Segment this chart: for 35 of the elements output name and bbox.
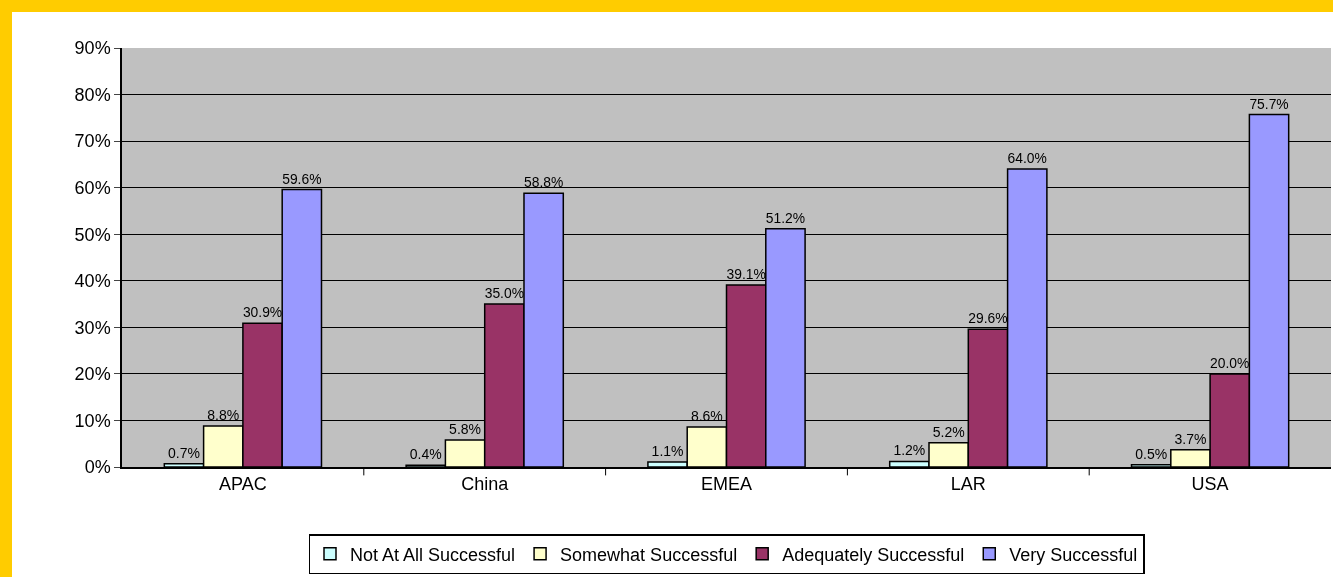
legend-label: Somewhat Successful xyxy=(560,544,738,565)
legend-label: Very Successful xyxy=(1009,544,1138,565)
data-label: 3.7% xyxy=(1174,430,1207,447)
data-label: 1.1% xyxy=(651,442,684,459)
data-label: 75.7% xyxy=(1249,95,1289,112)
data-label: 8.8% xyxy=(207,407,240,424)
y-tick-label: 10% xyxy=(74,410,111,431)
y-tick-label: 60% xyxy=(74,177,111,198)
data-label: 0.4% xyxy=(409,446,442,463)
x-tick-label: APAC xyxy=(219,474,267,495)
data-label: 29.6% xyxy=(968,310,1008,327)
data-label: 64.0% xyxy=(1007,150,1047,167)
data-label: 5.8% xyxy=(449,421,482,437)
y-tick-label: 30% xyxy=(74,317,111,338)
data-label: 0.7% xyxy=(168,444,200,461)
data-label: 58.8% xyxy=(524,174,564,191)
x-tick-label: LAR xyxy=(950,474,986,495)
x-tick-label: China xyxy=(461,474,510,495)
x-tick-label: USA xyxy=(1191,474,1229,495)
legend-label: Adequately Successful xyxy=(782,544,965,565)
y-tick-label: 90% xyxy=(74,38,111,59)
data-label: 59.6% xyxy=(282,170,322,187)
y-tick-label: 80% xyxy=(74,84,111,105)
y-tick-label: 0% xyxy=(84,457,111,478)
data-label: 1.2% xyxy=(893,442,926,459)
y-tick-label: 50% xyxy=(74,224,111,245)
y-tick-label: 40% xyxy=(74,271,111,292)
x-tick-label: EMEA xyxy=(700,474,753,495)
legend-label: Not At All Successful xyxy=(350,544,516,565)
y-tick-label: 20% xyxy=(74,364,111,385)
data-label: 5.2% xyxy=(932,423,965,440)
data-label: 0.5% xyxy=(1135,445,1168,462)
data-label: 20.0% xyxy=(1210,354,1250,371)
data-label: 51.2% xyxy=(765,209,806,226)
y-tick-label: 70% xyxy=(74,131,111,152)
